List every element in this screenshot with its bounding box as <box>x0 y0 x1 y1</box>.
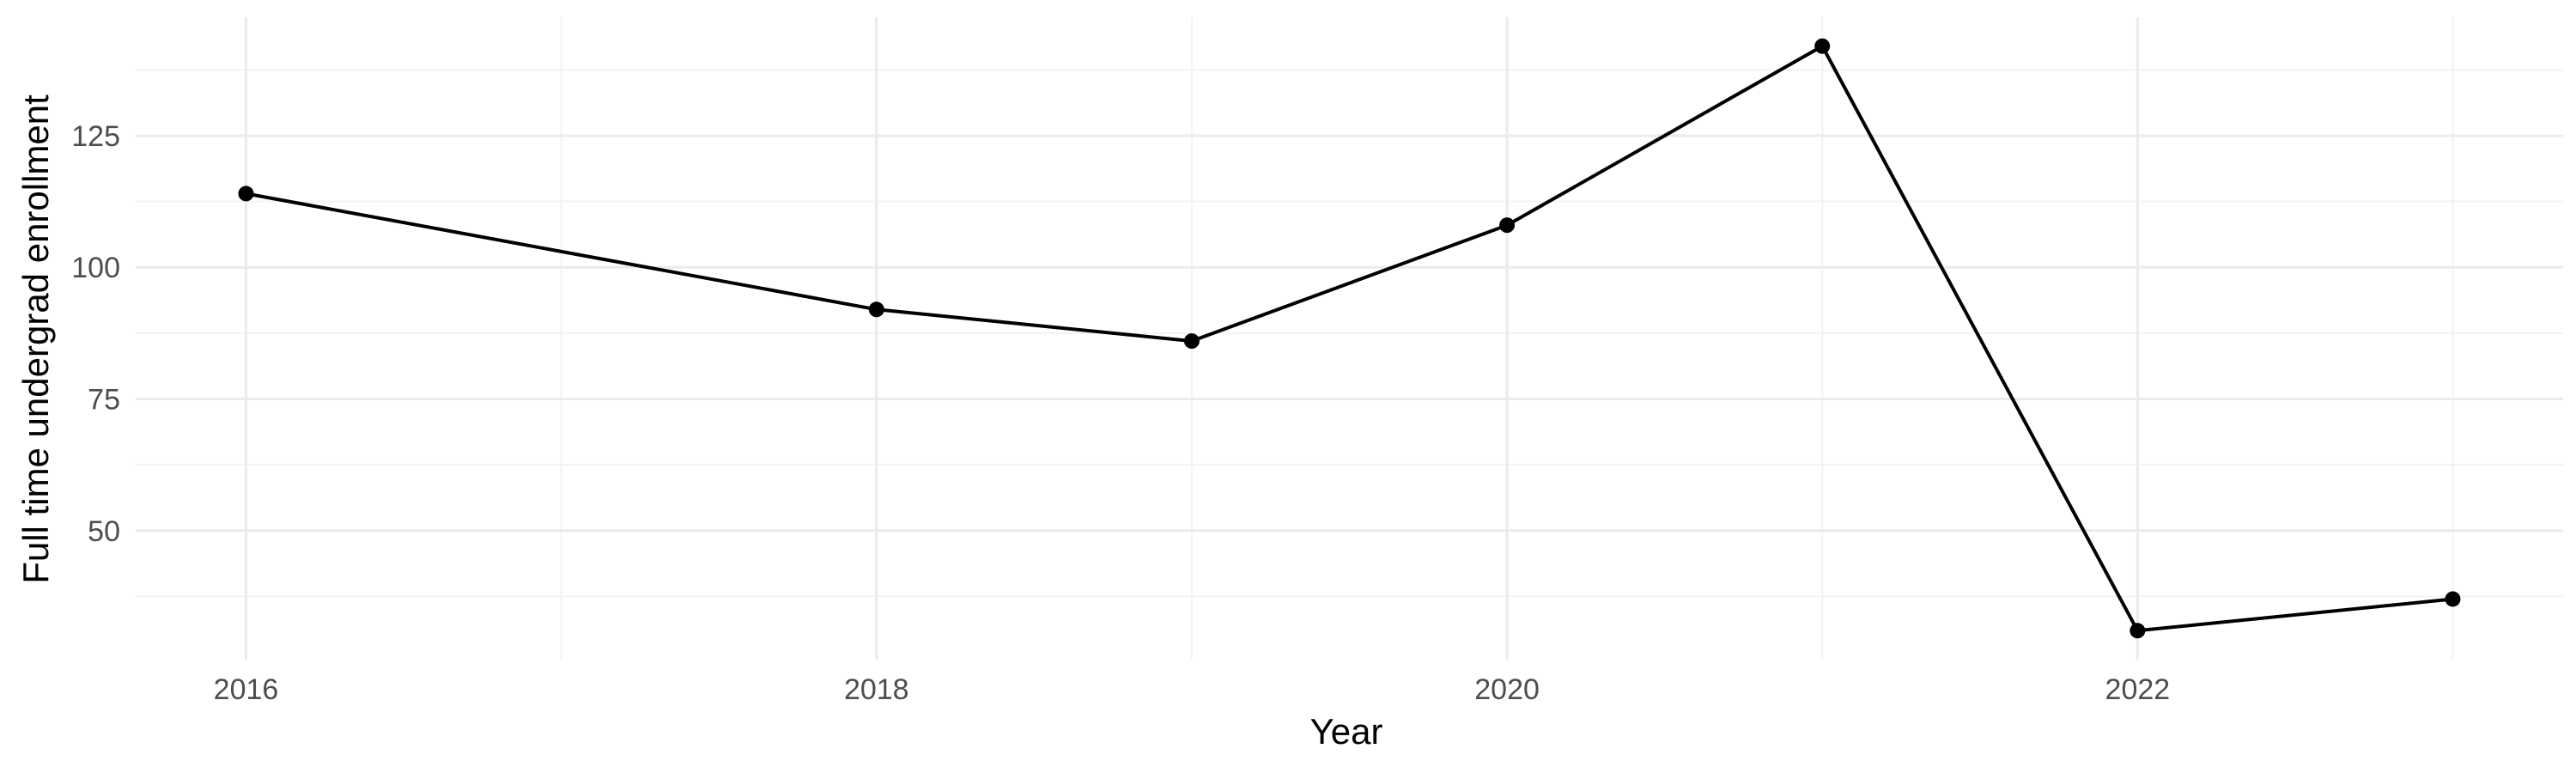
data-point <box>868 301 884 318</box>
y-tick-labels: 50 75 100 125 <box>71 120 120 548</box>
data-point <box>238 186 254 202</box>
x-tick-label: 2022 <box>2105 673 2171 706</box>
y-tick-label: 75 <box>88 384 120 417</box>
x-tick-label: 2018 <box>844 673 909 706</box>
x-tick-label: 2020 <box>1474 673 1540 706</box>
data-point <box>1183 333 1200 350</box>
series-group <box>238 38 2461 639</box>
y-tick-label: 125 <box>71 120 120 153</box>
data-point <box>2445 591 2461 607</box>
x-tick-label: 2016 <box>214 673 279 706</box>
x-axis-title: Year <box>1310 711 1383 752</box>
minor-gridlines <box>136 17 2563 660</box>
series-line <box>246 44 2453 633</box>
y-tick-label: 100 <box>71 252 120 284</box>
y-tick-label: 50 <box>88 515 120 548</box>
major-gridlines <box>136 17 2563 660</box>
data-point <box>1814 38 1831 54</box>
data-point <box>1499 217 1516 234</box>
y-axis-title: Full time undergrad enrollment <box>15 94 56 584</box>
x-tick-labels: 2016 2018 2020 2022 <box>214 673 2170 706</box>
data-point <box>2129 623 2146 639</box>
